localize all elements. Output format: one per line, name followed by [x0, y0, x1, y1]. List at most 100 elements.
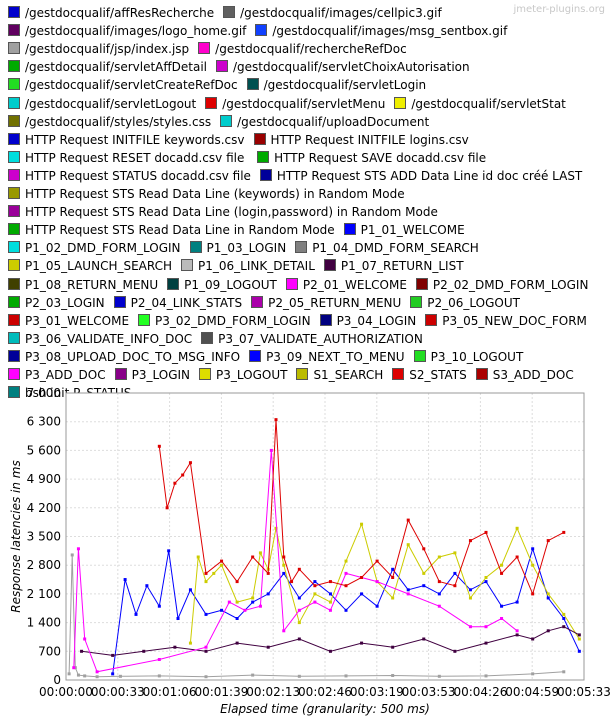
legend-item: P3_05_NEW_DOC_FORM	[425, 313, 587, 328]
data-point	[227, 600, 231, 604]
legend-item: P2_05_RETURN_MENU	[251, 295, 402, 310]
legend-swatch	[8, 205, 20, 218]
data-point	[406, 518, 410, 522]
data-point	[76, 547, 80, 551]
data-point	[562, 530, 566, 534]
data-point	[235, 617, 239, 620]
data-point	[204, 612, 208, 616]
data-point	[375, 580, 379, 584]
y-tick-label: 7 000	[27, 386, 61, 400]
y-tick-label: 3 500	[27, 530, 61, 544]
legend-swatch	[167, 277, 180, 290]
data-point	[422, 571, 426, 575]
legend-label: P2_05_RETURN_MENU	[268, 295, 402, 310]
data-point	[282, 563, 286, 567]
data-point	[406, 592, 410, 596]
legend-item: /gestdocqualif/servletMenu	[205, 96, 385, 111]
legend-label: /gestdocqualif/images/logo_home.gif	[25, 24, 247, 39]
data-point	[484, 530, 488, 534]
data-point	[188, 641, 192, 645]
legend-label: P3_02_DMD_FORM_LOGIN	[155, 313, 311, 328]
data-point	[157, 674, 161, 678]
legend-item: P1_09_LOGOUT	[167, 277, 277, 292]
data-point	[515, 629, 519, 633]
data-point	[344, 584, 348, 588]
legend-swatch	[114, 368, 127, 380]
data-point	[196, 555, 200, 559]
legend-label: /gestdocqualif/images/msg_sentbox.gif	[272, 24, 508, 39]
data-point	[562, 625, 566, 629]
legend-item: P3_10_LOGOUT	[413, 349, 524, 364]
legend-item: /gestdocqualif/servletAffDetail	[8, 60, 207, 74]
legend-item: P2_02_DMD_FORM_LOGIN	[415, 277, 589, 292]
data-point	[437, 555, 441, 559]
data-point	[562, 612, 566, 616]
data-point	[328, 608, 332, 612]
data-point	[83, 637, 87, 641]
watermark: jmeter-plugins.org	[513, 4, 605, 15]
legend-swatch	[138, 313, 151, 326]
legend-item: P1_02_DMD_FORM_LOGIN	[8, 241, 181, 255]
data-point	[165, 506, 169, 510]
data-point	[468, 588, 472, 592]
legend-label: P3_LOGOUT	[216, 368, 288, 382]
legend-item: S2_STATS	[392, 368, 467, 382]
data-point	[546, 596, 550, 600]
data-point	[344, 674, 348, 678]
data-point	[468, 596, 472, 600]
y-tick-label: 0	[53, 673, 61, 687]
x-tick-label: 00:04:26	[453, 685, 507, 699]
data-point	[157, 658, 161, 661]
legend-item: P3_08_UPLOAD_DOC_TO_MSG_INFO	[8, 349, 240, 364]
legend-label: P3_LOGIN	[131, 368, 191, 382]
y-axis-label: Response latencies in ms	[9, 460, 23, 612]
legend-swatch	[220, 114, 233, 127]
data-point	[500, 604, 504, 608]
legend-swatch	[8, 42, 20, 55]
legend-label: P3_10_LOGOUT	[430, 349, 524, 364]
data-point	[484, 674, 488, 678]
x-tick-label: 00:05:33	[557, 685, 611, 699]
data-point	[157, 444, 161, 448]
data-point	[282, 629, 286, 633]
data-point	[453, 551, 457, 555]
legend-swatch	[8, 259, 20, 272]
legend-item: /gestdocqualif/affResRecherche	[8, 6, 214, 20]
data-point	[95, 675, 99, 679]
data-point	[235, 600, 239, 604]
legend-label: /gestdocqualif/servletLogin	[263, 78, 427, 93]
data-point	[360, 522, 364, 526]
legend-label: P1_09_LOGOUT	[184, 277, 277, 292]
legend-label: S1_SEARCH	[313, 368, 384, 382]
legend-label: P3_07_VALIDATE_AUTHORIZATION	[218, 331, 423, 346]
data-point	[188, 588, 192, 592]
data-point	[515, 600, 519, 604]
data-point	[546, 592, 550, 596]
data-point	[167, 549, 171, 553]
data-point	[83, 674, 87, 678]
data-point	[468, 625, 472, 629]
legend-label: /gestdocqualif/servletLogout	[25, 96, 197, 111]
data-point	[391, 673, 395, 677]
legend-label: /gestdocqualif/styles/styles.css	[25, 114, 212, 129]
legend-label: P1_04_DMD_FORM_SEARCH	[312, 241, 479, 256]
legend-label: P1_03_LOGIN	[206, 241, 287, 256]
data-point	[176, 617, 180, 620]
data-point	[181, 473, 185, 477]
legend-label: HTTP Request STS Read Data Line in Rando…	[25, 223, 335, 238]
data-point	[274, 526, 278, 530]
legend-swatch	[392, 368, 405, 380]
legend-swatch	[296, 368, 309, 380]
data-point	[157, 604, 161, 608]
data-point	[515, 633, 519, 637]
legend-swatch	[198, 42, 211, 55]
data-point	[134, 612, 138, 616]
data-point	[123, 578, 127, 582]
series-line	[189, 522, 580, 644]
legend-swatch	[8, 78, 20, 91]
data-point	[577, 649, 581, 653]
legend-swatch	[205, 96, 218, 109]
legend-item: P3_09_NEXT_TO_MENU	[249, 349, 405, 364]
legend-label: P2_02_DMD_FORM_LOGIN	[432, 277, 589, 292]
data-point	[422, 584, 426, 588]
